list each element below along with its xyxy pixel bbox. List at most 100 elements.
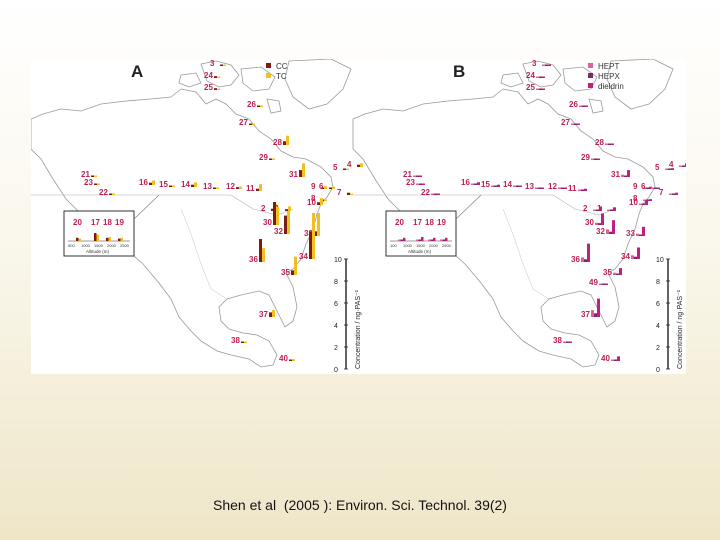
site-label-14: 14 bbox=[503, 180, 512, 189]
caption-authors: Shen et al bbox=[213, 497, 277, 513]
continent-outline bbox=[31, 88, 334, 368]
bar-site-3-hept bbox=[542, 64, 545, 66]
inset-bar-17-dieldrin bbox=[421, 237, 424, 241]
bar-site-16-tc bbox=[152, 180, 155, 185]
site-label-27: 27 bbox=[239, 118, 248, 127]
bar-site-9-cc bbox=[321, 187, 324, 189]
site-label-21: 21 bbox=[81, 170, 90, 179]
bar-site-27-hepx bbox=[574, 123, 577, 125]
bar-site-35-hept bbox=[613, 272, 616, 275]
bar-site-6-cc bbox=[329, 187, 332, 189]
site-27: 27 bbox=[561, 118, 580, 127]
site-13: 13 bbox=[203, 182, 219, 191]
site-label-16: 16 bbox=[139, 178, 148, 187]
site-26: 26 bbox=[569, 100, 588, 109]
bar-site-12-dieldrin bbox=[564, 187, 567, 189]
inset-bar-19-cc bbox=[118, 238, 121, 241]
bar-site-32-hept bbox=[606, 229, 609, 234]
site-9: 9 bbox=[311, 182, 327, 191]
inset-bar-20-cc bbox=[76, 237, 79, 241]
site-label-8: 8 bbox=[311, 194, 316, 203]
site-13: 13 bbox=[525, 182, 544, 191]
site-label-24: 24 bbox=[204, 71, 213, 80]
bar-site-25-hepx bbox=[539, 88, 542, 90]
altitude-inset: 500 1000 1500 2000 2500 Altitude (m) 20 17 18 19 bbox=[63, 210, 135, 257]
bar-site-11-hept bbox=[578, 189, 581, 191]
border-line bbox=[31, 194, 294, 216]
bar-site-4-hept bbox=[679, 165, 682, 167]
scale-tick-8: 8 bbox=[334, 279, 338, 286]
inset-bar-19-tc bbox=[120, 237, 123, 241]
legend-swatch-tc bbox=[266, 73, 271, 78]
bar-site-4-tc bbox=[360, 163, 363, 167]
bar-site-27-tc bbox=[252, 123, 255, 125]
site-12: 12 bbox=[226, 182, 242, 191]
site-label-40: 40 bbox=[601, 354, 610, 363]
bar-site-27-dieldrin bbox=[577, 123, 580, 125]
bar-site-30-dieldrin bbox=[601, 213, 604, 225]
bar-site-34-dieldrin bbox=[637, 247, 640, 259]
bar-site-11-dieldrin bbox=[584, 188, 587, 191]
caption-year-open: ( bbox=[283, 497, 289, 513]
inset-tick-2: 1500 bbox=[416, 243, 426, 248]
site-label-6: 6 bbox=[641, 182, 646, 191]
site-label-11: 11 bbox=[568, 184, 577, 193]
inset-site-label-19: 19 bbox=[115, 218, 124, 227]
bar-site-34-hepx bbox=[634, 256, 637, 259]
scale-tick-8: 8 bbox=[656, 279, 660, 286]
bar-site-22-hepx bbox=[434, 193, 437, 195]
site-16: 16 bbox=[461, 178, 480, 187]
site-label-38: 38 bbox=[231, 336, 240, 345]
bar-site-12-hepx bbox=[561, 187, 564, 189]
bar-site-22-dieldrin bbox=[437, 193, 440, 195]
site-label-25: 25 bbox=[204, 83, 213, 92]
bar-site-34-tc bbox=[312, 213, 315, 259]
caption-year: 2005 bbox=[288, 497, 320, 513]
bar-site-38-hepx bbox=[566, 341, 569, 343]
altitude-inset: 100 1000 1500 2000 2500 Altitude (m) 20 17 18 19 bbox=[385, 210, 457, 257]
bar-site-37-tc bbox=[272, 310, 275, 317]
scale-tick-6: 6 bbox=[334, 301, 338, 308]
inset-bar-18-hepx bbox=[430, 239, 433, 241]
citation-caption: Shen et al (2005 ): Environ. Sci. Techno… bbox=[0, 497, 720, 513]
site-label-13: 13 bbox=[525, 182, 534, 191]
site-label-36: 36 bbox=[249, 255, 258, 264]
site-label-22: 22 bbox=[99, 188, 108, 197]
bar-site-30-hepx bbox=[598, 223, 601, 225]
site-10: 10 bbox=[629, 198, 648, 207]
inset-bar-19-dieldrin bbox=[445, 237, 448, 241]
bar-site-32-hepx bbox=[609, 231, 612, 234]
site-label-12: 12 bbox=[226, 182, 235, 191]
bar-site-10-hepx bbox=[642, 203, 645, 205]
bar-site-32-tc bbox=[287, 211, 290, 234]
inset-tick-1: 1000 bbox=[403, 243, 413, 248]
site-16: 16 bbox=[139, 178, 155, 187]
panel-letter: B bbox=[453, 62, 465, 81]
legend-label-hept: HEPT bbox=[598, 62, 619, 71]
bar-site-6-tc bbox=[332, 186, 335, 189]
bar-site-38-tc bbox=[244, 341, 247, 343]
site-label-32: 32 bbox=[274, 227, 283, 236]
bar-site-12-tc bbox=[239, 186, 242, 189]
site-22: 22 bbox=[421, 188, 440, 197]
bar-site-2-dieldrin bbox=[599, 206, 602, 211]
site-6: 6 bbox=[641, 182, 660, 191]
bar-site-24-dieldrin bbox=[542, 76, 545, 78]
bar-site-16-hepx bbox=[474, 183, 477, 185]
bar-site-15-hepx bbox=[494, 185, 497, 187]
site-33: 33 bbox=[626, 226, 645, 238]
bar-site-26-dieldrin bbox=[585, 105, 588, 107]
inset-tick-3: 2000 bbox=[429, 243, 439, 248]
bar-site-5-dieldrin bbox=[671, 168, 674, 170]
site-label-28: 28 bbox=[273, 138, 282, 147]
inset-bar-20-hepx bbox=[400, 239, 403, 241]
bar-site-10-dieldrin bbox=[645, 200, 648, 205]
bar-site-40-dieldrin bbox=[617, 356, 620, 361]
bar-site-7-hept bbox=[669, 193, 672, 195]
bar-site-37-dieldrin bbox=[597, 298, 600, 317]
site-label-15: 15 bbox=[481, 180, 490, 189]
bar-site-24-cc bbox=[214, 76, 217, 78]
bar-site-13-dieldrin bbox=[541, 187, 544, 189]
